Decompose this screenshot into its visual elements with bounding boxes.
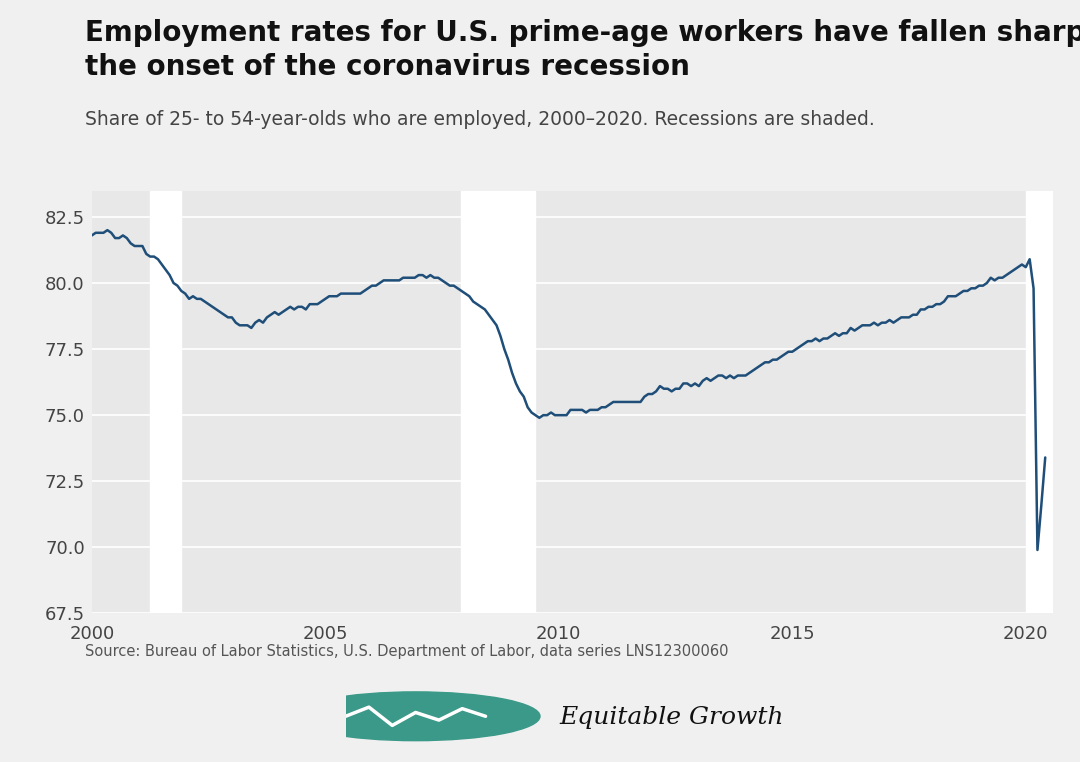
Text: Source: Bureau of Labor Statistics, U.S. Department of Labor, data series LNS123: Source: Bureau of Labor Statistics, U.S.… [85, 644, 729, 659]
Bar [1026, 190, 1053, 613]
Circle shape [292, 692, 540, 741]
Text: Employment rates for U.S. prime-age workers have fallen sharply since
the onset : Employment rates for U.S. prime-age work… [85, 19, 1080, 81]
Text: Equitable Growth: Equitable Growth [559, 706, 784, 729]
Text: Share of 25- to 54-year-olds who are employed, 2000–2020. Recessions are shaded.: Share of 25- to 54-year-olds who are emp… [85, 110, 875, 130]
Bar [150, 190, 181, 613]
Bar [461, 190, 536, 613]
